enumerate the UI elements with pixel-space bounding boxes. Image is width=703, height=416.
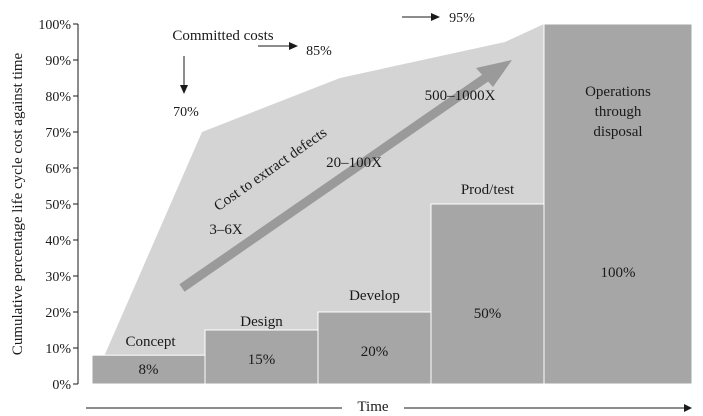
phase-value-label: 8% — [139, 362, 159, 378]
phase-name-label: Operations — [585, 84, 651, 100]
phase-name-label: Concept — [126, 334, 177, 350]
y-axis-label: Cumulative percentage life cycle cost ag… — [10, 52, 26, 355]
defect-cost-arrow-head — [476, 60, 512, 87]
phase-name-label: through — [595, 104, 642, 120]
annotation-85-label: 85% — [306, 44, 332, 59]
y-tick-label: 10% — [45, 342, 71, 357]
phase-value-label: 50% — [474, 306, 502, 322]
bar-operations-through-disposal — [543, 23, 693, 385]
phase-value-label: 100% — [601, 265, 636, 281]
annotation-70-label: 70% — [173, 105, 199, 120]
x-axis-label: Time — [357, 399, 388, 415]
phase-value-label: 20% — [361, 344, 389, 360]
defect-cost-arrow-shaft — [179, 68, 497, 292]
annotation-arrowhead-85 — [289, 42, 298, 50]
annotation-arrowhead-70 — [180, 85, 188, 94]
defect-multiplier-label: 3–6X — [209, 222, 243, 238]
phase-value-label: 15% — [248, 352, 276, 368]
y-tick-label: 70% — [45, 126, 71, 141]
phase-name-label: disposal — [593, 124, 642, 140]
bar-prod-test — [430, 203, 545, 385]
defect-multiplier-label: 20–100X — [326, 155, 382, 171]
phase-name-label: Design — [240, 314, 283, 330]
y-tick-label: 30% — [45, 270, 71, 285]
committed-costs-label: Committed costs — [172, 28, 273, 44]
phase-name-label: Develop — [349, 288, 400, 304]
phase-name-label: Prod/test — [461, 182, 515, 198]
y-tick-label: 50% — [45, 198, 71, 213]
bar-design — [204, 329, 319, 385]
y-tick-label: 20% — [45, 306, 71, 321]
y-tick-label: 100% — [38, 18, 71, 33]
y-tick-label: 90% — [45, 54, 71, 69]
time-arrow-head — [684, 404, 692, 412]
annotation-arrowhead-95 — [431, 13, 440, 21]
y-tick-label: 80% — [45, 90, 71, 105]
y-tick-label: 0% — [52, 378, 71, 393]
y-tick-label: 40% — [45, 234, 71, 249]
y-tick-label: 60% — [45, 162, 71, 177]
annotation-95-label: 95% — [449, 11, 475, 26]
bar-concept — [91, 354, 206, 385]
defect-multiplier-label: 500–1000X — [425, 88, 496, 104]
